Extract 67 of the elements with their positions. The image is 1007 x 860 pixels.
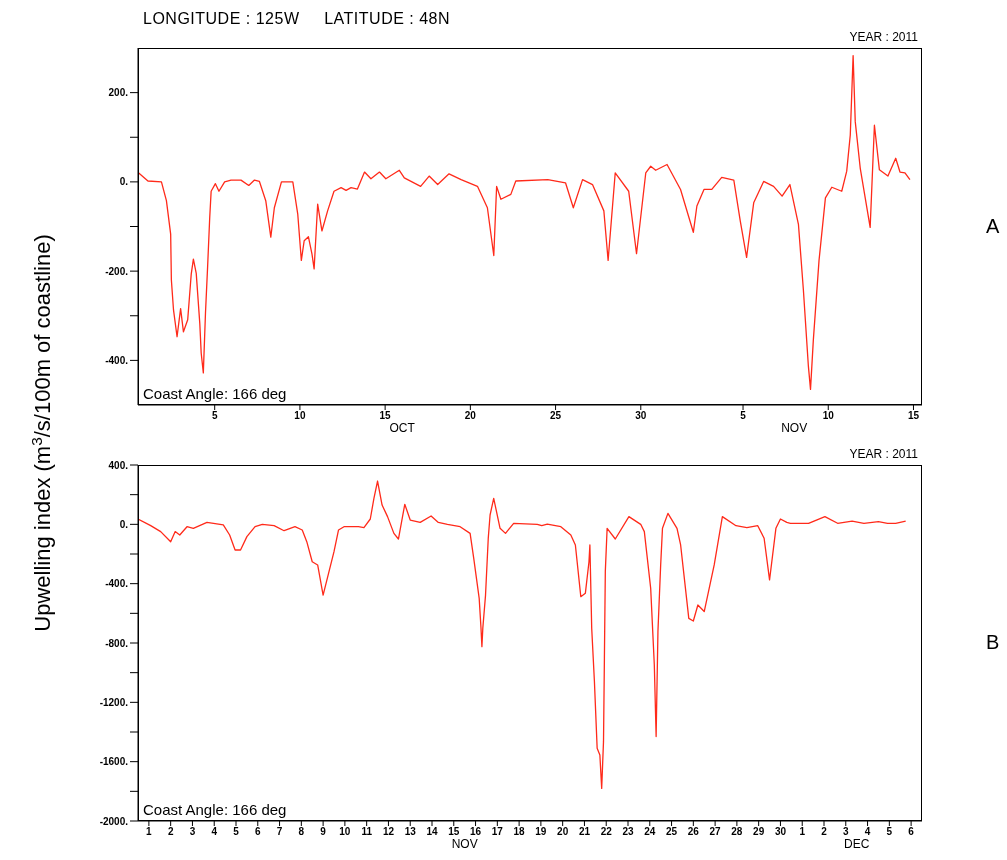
text: NOV <box>781 421 808 435</box>
x-tick-label: 20 <box>464 410 477 422</box>
x-tick-label: 2 <box>821 826 828 838</box>
x-tick-label: 27 <box>709 826 722 838</box>
x-tick-label: 25 <box>550 410 562 422</box>
x-tick-label: 17 <box>491 826 504 838</box>
x-tick-label: 1 <box>799 826 806 838</box>
x-tick-label: 4 <box>864 826 871 838</box>
x-tick-label: 11 <box>361 826 373 838</box>
annotation: Coast Angle: 166 deg <box>143 385 287 402</box>
x-tick-label: 30 <box>774 826 787 838</box>
text: DEC <box>843 837 870 851</box>
x-tick-label: 18 <box>513 826 526 838</box>
x-tick-label: 16 <box>469 826 482 838</box>
x-tick-label: 7 <box>276 826 283 838</box>
x-tick-label: 22 <box>600 826 613 838</box>
x-tick-label: 4 <box>211 826 218 838</box>
x-tick-label: 29 <box>753 826 765 838</box>
chart-subtitle: YEAR : 2011 <box>849 447 918 461</box>
x-tick-label: 9 <box>320 826 327 838</box>
x-tick-label: 15 <box>448 826 460 838</box>
y-tick-label: -800. <box>105 637 129 649</box>
x-tick-label: 1 <box>146 826 153 838</box>
x-tick-label: 6 <box>908 826 915 838</box>
x-tick-label: 5 <box>233 826 240 838</box>
y-tick-label: 400. <box>108 459 129 471</box>
y-tick-label: -400. <box>105 354 129 366</box>
text: B <box>986 631 1000 654</box>
x-tick-label: 6 <box>255 826 261 838</box>
x-tick-label: 20 <box>557 826 569 838</box>
y-tick-label: -1600. <box>99 756 129 768</box>
x-tick-label: 25 <box>665 826 678 838</box>
y-tick-label: 200. <box>108 87 129 99</box>
x-tick-label: 5 <box>740 410 747 422</box>
x-tick-label: 23 <box>622 826 634 838</box>
x-tick-label: 13 <box>404 826 417 838</box>
x-tick-label: 15 <box>379 410 392 422</box>
chart-title: LONGITUDE : 125W LATITUDE : 48N <box>143 10 451 28</box>
x-tick-label: 10 <box>339 826 351 838</box>
x-tick-label: 8 <box>298 826 305 838</box>
x-tick-label: 3 <box>189 826 196 838</box>
chart-subtitle: YEAR : 2011 <box>849 30 918 44</box>
x-tick-label: 14 <box>426 826 438 838</box>
text: NOV <box>451 837 478 851</box>
x-tick-label: 5 <box>886 826 893 838</box>
text: A <box>986 214 1000 238</box>
x-tick-label: 12 <box>382 826 395 838</box>
x-tick-label: 10 <box>822 410 835 422</box>
y-tick-label: 0. <box>119 518 129 530</box>
y-tick-label: -2000. <box>99 815 129 827</box>
x-tick-label: 3 <box>843 826 849 838</box>
x-tick-label: 19 <box>535 826 547 838</box>
x-tick-label: 30 <box>635 410 647 422</box>
y-tick-label: -200. <box>105 265 129 277</box>
x-tick-label: 2 <box>167 826 174 838</box>
y-tick-label: -1200. <box>99 696 129 708</box>
y-tick-label: 0. <box>119 176 129 188</box>
x-tick-label: 5 <box>211 410 218 422</box>
y-tick-label: -400. <box>105 578 129 590</box>
x-tick-label: 10 <box>294 410 306 422</box>
x-tick-label: 26 <box>687 826 700 838</box>
annotation: Coast Angle: 166 deg <box>143 801 287 818</box>
x-tick-label: 21 <box>578 826 591 838</box>
x-tick-label: 28 <box>731 826 743 838</box>
x-tick-label: 24 <box>644 826 656 838</box>
text: OCT <box>389 421 415 435</box>
x-tick-label: 15 <box>907 410 920 422</box>
